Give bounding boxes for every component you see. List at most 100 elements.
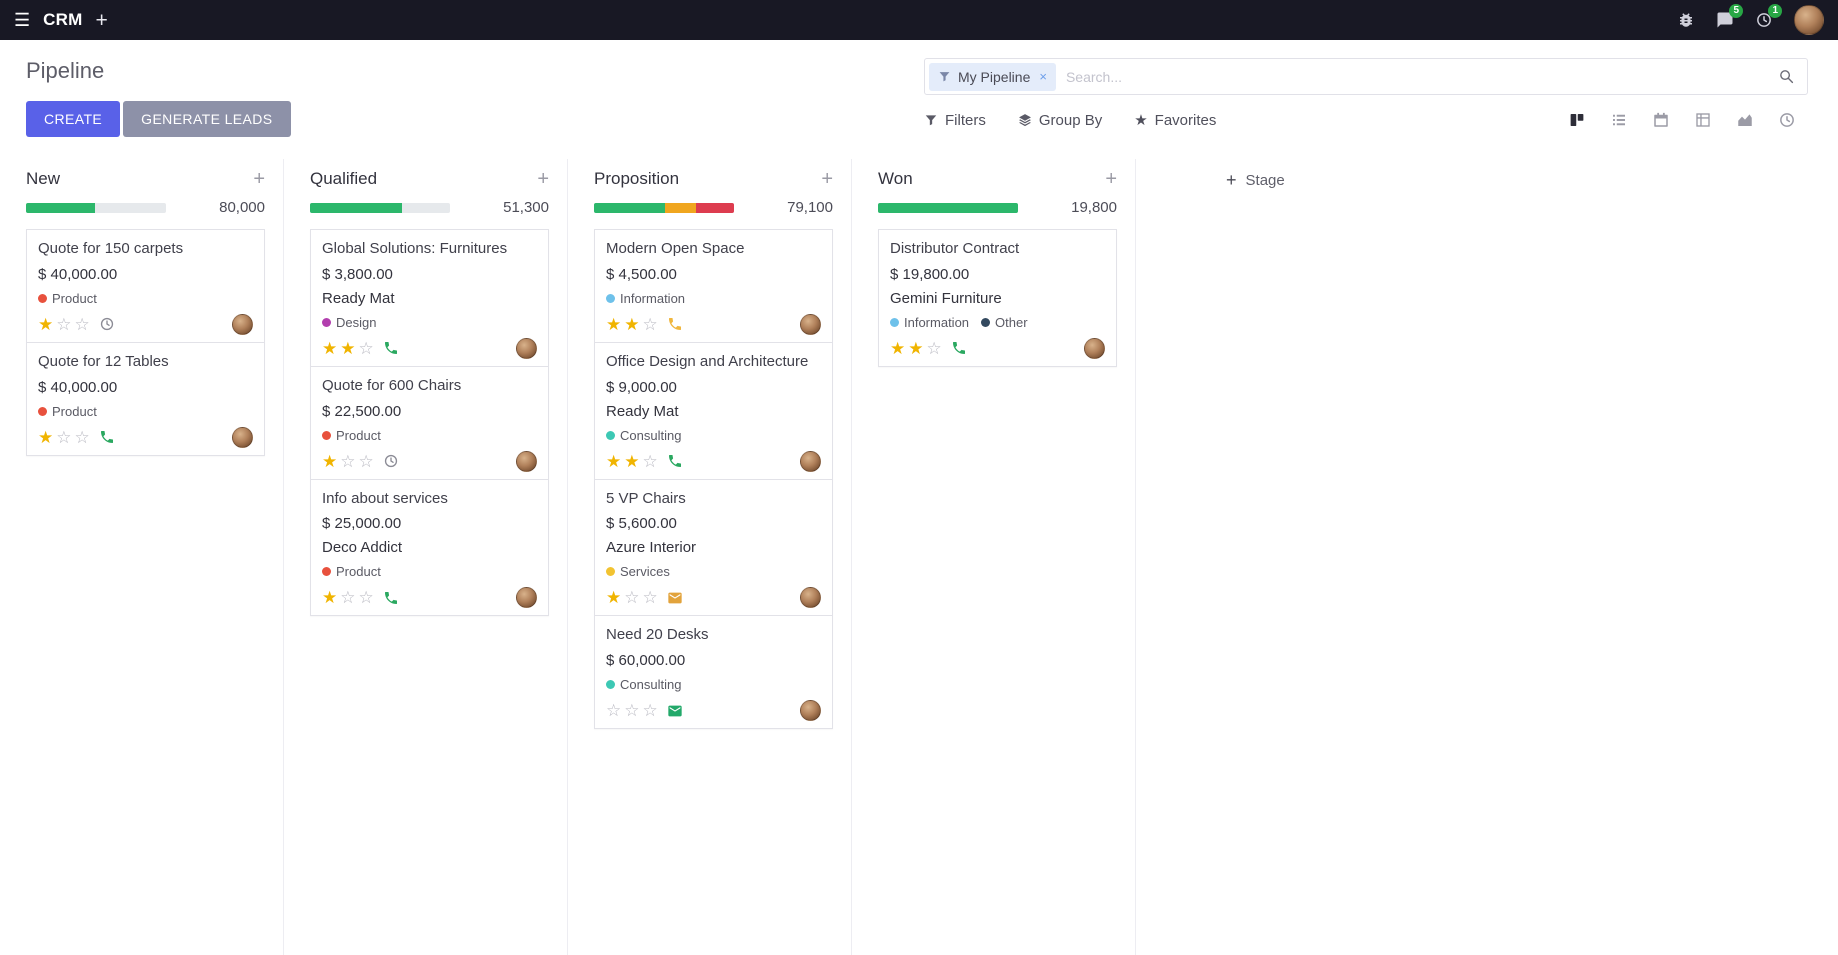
view-activity-button[interactable] — [1766, 104, 1808, 136]
tag-color-dot — [890, 317, 899, 327]
progress-segment[interactable] — [594, 202, 666, 213]
add-stage-button[interactable]: + Stage — [1226, 171, 1285, 189]
activity-phone-icon[interactable] — [383, 590, 399, 606]
quick-add-button[interactable]: + — [537, 168, 549, 190]
star-icon[interactable]: ★ — [624, 451, 640, 471]
star-icon[interactable]: ☆ — [340, 451, 356, 471]
search-icon[interactable] — [1778, 68, 1795, 85]
activity-clock-icon[interactable] — [99, 316, 115, 332]
facet-remove-icon[interactable]: × — [1039, 69, 1047, 84]
priority-stars[interactable]: ★ ☆ ☆ — [322, 453, 374, 470]
star-icon[interactable]: ☆ — [358, 588, 374, 608]
kanban-card[interactable]: Global Solutions: Furnitures $ 3,800.00 Re… — [310, 229, 549, 367]
star-icon[interactable]: ★ — [606, 451, 622, 471]
progress-segment[interactable] — [878, 202, 1018, 213]
view-kanban-button[interactable] — [1556, 104, 1598, 136]
column-progressbar[interactable] — [878, 202, 1018, 213]
kanban-card[interactable]: Modern Open Space $ 4,500.00 Information ★ ★… — [594, 229, 833, 343]
column-progressbar[interactable] — [26, 202, 166, 213]
star-icon[interactable]: ★ — [322, 588, 338, 608]
star-icon[interactable]: ★ — [322, 338, 338, 358]
star-icon[interactable]: ☆ — [642, 588, 658, 608]
star-icon[interactable]: ★ — [322, 451, 338, 471]
app-name[interactable]: CRM — [43, 10, 83, 29]
star-icon[interactable]: ☆ — [926, 338, 942, 358]
kanban-card[interactable]: 5 VP Chairs $ 5,600.00 Azure Interior Servi… — [594, 478, 833, 617]
quick-add-button[interactable]: + — [253, 168, 265, 190]
favorites-button[interactable]: ★ Favorites — [1134, 112, 1216, 129]
star-icon[interactable]: ☆ — [56, 314, 72, 334]
star-icon[interactable]: ☆ — [642, 701, 658, 720]
star-icon[interactable]: ★ — [890, 338, 906, 358]
progress-segment[interactable] — [665, 202, 697, 213]
quick-add-button[interactable]: + — [1105, 168, 1117, 190]
progress-segment[interactable] — [26, 202, 95, 213]
kanban-card[interactable]: Distributor Contract $ 19,800.00 Gemini Fu… — [878, 229, 1117, 367]
priority-stars[interactable]: ★ ★ ☆ — [606, 453, 658, 470]
activity-phone-icon[interactable] — [951, 340, 967, 356]
priority-stars[interactable]: ★ ★ ☆ — [322, 340, 374, 357]
activities-menu[interactable]: 1 — [1755, 4, 1782, 29]
group-by-button[interactable]: Group By — [1018, 112, 1102, 129]
quick-add-button[interactable]: + — [821, 168, 833, 190]
kanban-card[interactable]: Quote for 12 Tables $ 40,000.00 Product ★ ☆ ☆ — [26, 341, 265, 456]
activity-envelope-icon[interactable] — [667, 703, 683, 719]
star-icon[interactable]: ★ — [624, 314, 640, 334]
star-icon[interactable]: ★ — [38, 314, 54, 334]
search-facet-my-pipeline[interactable]: My Pipeline × — [929, 62, 1056, 91]
kanban-card[interactable]: Info about services $ 25,000.00 Deco Addic… — [310, 478, 549, 617]
user-avatar[interactable] — [1794, 5, 1824, 35]
star-icon[interactable]: ☆ — [74, 314, 90, 334]
view-list-button[interactable] — [1598, 104, 1640, 136]
activity-phone-icon[interactable] — [99, 429, 115, 445]
star-icon[interactable]: ★ — [340, 338, 356, 358]
star-icon[interactable]: ☆ — [606, 701, 622, 720]
filters-button[interactable]: Filters — [924, 112, 986, 129]
star-icon[interactable]: ☆ — [358, 451, 374, 471]
star-icon[interactable]: ★ — [38, 427, 54, 447]
activity-phone-icon[interactable] — [667, 453, 683, 469]
star-icon[interactable]: ☆ — [56, 427, 72, 447]
priority-stars[interactable]: ★ ★ ☆ — [890, 340, 942, 357]
star-icon[interactable]: ☆ — [624, 701, 640, 720]
messages-menu[interactable]: 5 — [1716, 4, 1743, 29]
star-icon[interactable]: ★ — [908, 338, 924, 358]
star-icon[interactable]: ☆ — [642, 314, 658, 334]
column-progressbar[interactable] — [310, 202, 450, 213]
tag-color-dot — [38, 406, 47, 416]
view-pivot-button[interactable] — [1682, 104, 1724, 136]
kanban-card[interactable]: Office Design and Architecture $ 9,000.00… — [594, 341, 833, 480]
activity-phone-icon[interactable] — [667, 316, 683, 332]
kanban-card[interactable]: Quote for 150 carpets $ 40,000.00 Product ★… — [26, 229, 265, 343]
create-button[interactable]: CREATE — [26, 101, 121, 137]
generate-leads-button[interactable]: GENERATE LEADS — [123, 101, 291, 137]
star-icon[interactable]: ☆ — [340, 588, 356, 608]
activity-envelope-icon[interactable] — [667, 590, 683, 606]
progress-segment[interactable] — [696, 202, 734, 213]
priority-stars[interactable]: ★ ☆ ☆ — [38, 429, 90, 446]
star-icon[interactable]: ☆ — [642, 451, 658, 471]
progress-segment[interactable] — [310, 202, 403, 213]
star-icon[interactable]: ★ — [606, 314, 622, 334]
debug-bug-icon[interactable] — [1677, 11, 1695, 29]
priority-stars[interactable]: ☆ ☆ ☆ — [606, 702, 658, 719]
priority-stars[interactable]: ★ ★ ☆ — [606, 316, 658, 333]
priority-stars[interactable]: ★ ☆ ☆ — [606, 589, 658, 606]
star-icon[interactable]: ☆ — [358, 338, 374, 358]
activity-clock-icon[interactable] — [383, 453, 399, 469]
star-icon[interactable]: ☆ — [74, 427, 90, 447]
search-input[interactable] — [1055, 68, 1778, 85]
search-bar[interactable]: My Pipeline × — [924, 58, 1808, 95]
kanban-card[interactable]: Need 20 Desks $ 60,000.00 Consulting ☆ ☆ ☆ — [594, 615, 833, 729]
star-icon[interactable]: ★ — [606, 588, 622, 608]
activity-phone-icon[interactable] — [383, 340, 399, 356]
navbar-plus-icon[interactable]: + — [95, 8, 108, 32]
column-progressbar[interactable] — [594, 202, 734, 213]
view-graph-button[interactable] — [1724, 104, 1766, 136]
view-calendar-button[interactable] — [1640, 104, 1682, 136]
kanban-card[interactable]: Quote for 600 Chairs $ 22,500.00 Product ★ ☆… — [310, 365, 549, 480]
star-icon[interactable]: ☆ — [624, 588, 640, 608]
apps-menu-icon[interactable]: ☰ — [14, 9, 31, 30]
priority-stars[interactable]: ★ ☆ ☆ — [38, 316, 90, 333]
priority-stars[interactable]: ★ ☆ ☆ — [322, 589, 374, 606]
